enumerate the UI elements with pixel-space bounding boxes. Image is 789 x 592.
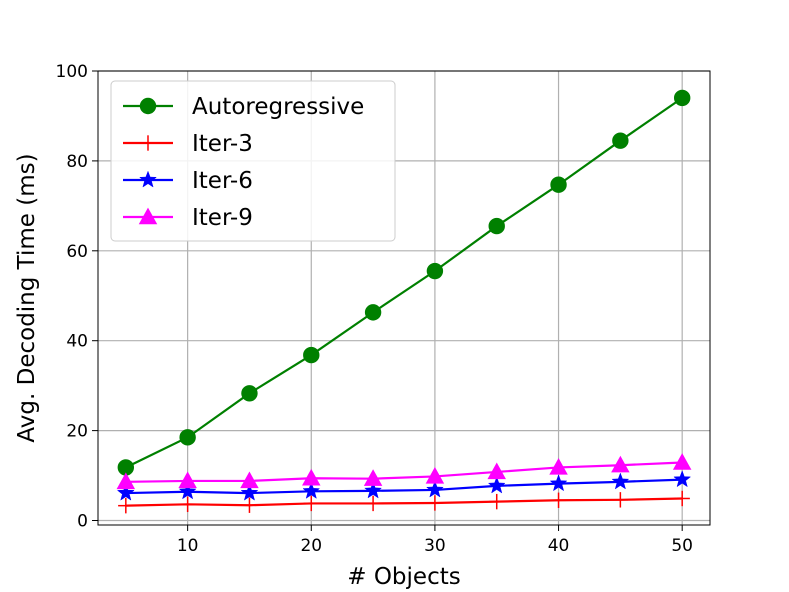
y-tick-label: 60 [66,242,88,262]
legend-label: Iter-9 [192,205,253,231]
y-axis: 0 20 40 60 80 100 [56,62,98,532]
marker-plus [427,495,443,511]
y-tick-label: 80 [66,152,88,172]
marker-circle [364,304,382,321]
marker-triangle [425,467,445,484]
marker-plus [140,135,156,151]
marker-star [487,476,506,494]
marker-plus [365,495,381,512]
marker-star [549,474,568,492]
marker-star [178,482,197,500]
marker-circle [488,217,505,235]
y-tick-label: 40 [66,332,88,352]
marker-triangle [549,458,568,475]
marker-triangle [672,453,692,470]
marker-plus [303,495,319,512]
marker-circle [303,346,320,364]
marker-star [116,483,135,501]
marker-triangle [487,462,506,480]
legend-label: Iter-6 [192,168,253,194]
marker-plus [179,496,196,513]
series-line [125,478,683,495]
y-tick-label: 100 [56,62,88,82]
marker-star [673,470,692,488]
marker-star [364,481,383,499]
marker-plus [674,490,690,507]
series-layer [116,89,692,514]
marker-triangle [116,472,136,490]
marker-triangle [302,468,321,486]
legend-item-iter-9: Iter-9 [123,205,253,231]
series-iter-9 [116,453,692,490]
series-iter-3 [118,490,690,514]
marker-triangle [611,455,630,473]
marker-star [240,483,259,501]
marker-circle [179,429,196,446]
marker-triangle [138,207,158,225]
legend: Autoregressive Iter-3 Iter-6 Iter-9 [110,80,396,242]
marker-star [302,481,321,499]
series-autoregressive [117,89,691,476]
series-iter-6 [116,470,692,501]
x-tick-label: 40 [548,536,570,556]
legend-box [110,80,396,242]
marker-plus [489,493,505,510]
marker-plus [612,492,629,508]
series-line [125,497,683,507]
plot-frame [97,70,711,526]
x-tick-label: 30 [424,536,446,556]
x-tick-label: 10 [177,536,199,556]
marker-circle [426,262,444,280]
marker-triangle [363,469,383,486]
y-axis-label: Avg. Decoding Time (ms) [14,153,40,442]
y-tick-label: 0 [77,512,88,532]
marker-plus [118,497,134,514]
marker-circle [241,385,258,402]
x-tick-label: 50 [671,536,693,556]
legend-label: Iter-3 [192,131,253,157]
marker-circle [673,89,691,107]
series-line [125,97,683,469]
y-tick-label: 20 [66,422,88,442]
x-axis-label: # Objects [347,564,460,590]
legend-item-iter-6: Iter-6 [123,168,253,194]
marker-triangle [240,471,259,489]
legend-item-iter-3: Iter-3 [123,131,253,157]
legend-label: Autoregressive [192,94,364,120]
series-line [125,461,683,483]
marker-triangle [178,471,197,489]
marker-star [611,472,630,490]
legend-item-autoregressive: Autoregressive [123,94,364,120]
marker-star [139,170,157,188]
marker-circle [612,132,629,149]
marker-plus [241,497,258,513]
marker-plus [550,492,567,508]
x-axis: 10 20 30 40 50 [177,525,693,556]
marker-star [425,480,444,498]
marker-circle [550,176,567,193]
x-tick-label: 20 [300,536,322,556]
marker-circle [139,97,157,115]
